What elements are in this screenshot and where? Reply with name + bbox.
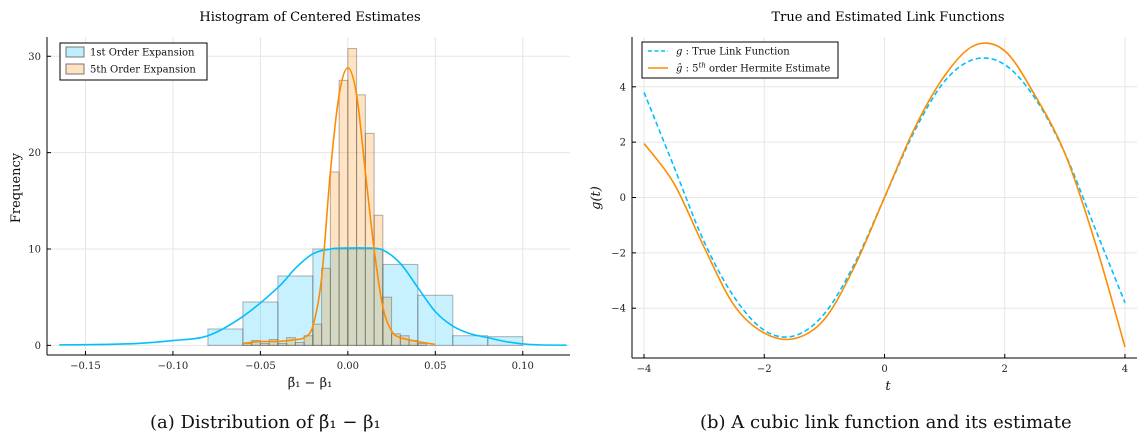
histogram-bar [312, 323, 323, 346]
histogram-bar [347, 48, 358, 346]
x-tick-label: 0.10 [512, 361, 534, 372]
x-tick-label: 2 [1002, 364, 1008, 375]
histogram-bars [207, 48, 524, 346]
x-tick-label: −0.05 [245, 361, 276, 372]
x-tick-label: −0.10 [158, 361, 189, 372]
legend-label: ĝ : 5th order Hermite Estimate [676, 62, 830, 75]
histogram-bar [399, 335, 410, 346]
y-tick-label: 0 [620, 193, 626, 204]
x-tick-label: 0 [881, 364, 887, 375]
histogram-title: Histogram of Centered Estimates [199, 10, 420, 25]
x-tick-label: 4 [1122, 364, 1128, 375]
y-tick-label: 0 [35, 341, 41, 352]
histogram-y-label: Frequency [9, 152, 24, 223]
histogram-bar [321, 267, 331, 346]
y-tick-label: 30 [28, 52, 41, 63]
link-function-lines [643, 42, 1126, 348]
caption-b: (b) A cubic link function and its estima… [700, 412, 1072, 433]
histogram-bar [277, 342, 288, 346]
histogram-bar [259, 342, 270, 346]
y-tick-label: 10 [28, 245, 41, 256]
histogram-bar [268, 339, 279, 346]
histogram-bar [364, 132, 375, 346]
histogram-bar [286, 337, 296, 346]
histogram-grid [47, 37, 570, 355]
histogram-tick-labels: −0.15 −0.10 −0.05 0.00 0.05 0.10 0 10 20 30 [28, 52, 534, 372]
legend-label: 1st Order Expansion [90, 48, 195, 59]
y-tick-label: −2 [611, 248, 626, 259]
histogram-bar [356, 94, 366, 346]
x-tick-label: −2 [757, 364, 772, 375]
x-tick-label: −0.15 [70, 361, 101, 372]
histogram-bar [277, 275, 314, 346]
histogram-legend: 1st Order Expansion 5th Order Expansion [59, 42, 208, 81]
histogram-panel: Histogram of Centered Estimates −0.15 −0.… [9, 10, 570, 391]
link-function-legend: g : True Link Function ĝ : 5th order Herm… [641, 41, 839, 79]
series-line [643, 42, 1126, 348]
kde-line [59, 247, 567, 346]
link-function-title: True and Estimated Link Functions [771, 10, 1004, 25]
link-function-tick-labels: −4 −2 0 2 4 −4 −2 0 2 4 [611, 82, 1128, 375]
x-tick-label: 0.05 [424, 361, 446, 372]
histogram-bar [452, 335, 489, 346]
histogram-bar [391, 333, 401, 346]
legend-label: g : True Link Function [676, 47, 790, 58]
histogram-bar [242, 301, 279, 346]
y-tick-label: 2 [620, 138, 626, 149]
x-tick-label: −4 [637, 364, 652, 375]
legend-swatch [65, 46, 85, 58]
histogram-bar [329, 171, 340, 346]
legend-box [641, 41, 839, 79]
kde-line [242, 67, 436, 346]
y-tick-label: −4 [611, 304, 626, 315]
histogram-x-label: β̃₁ − β₁ [288, 376, 333, 391]
histogram-bar [294, 341, 305, 346]
histogram-kde-lines [59, 67, 567, 346]
legend-swatch [65, 63, 85, 75]
link-function-panel: True and Estimated Link Functions −4 −2 0 2… [589, 10, 1137, 394]
caption-a: (a) Distribution of β̃₁ − β₁ [150, 412, 381, 433]
histogram-axes [46, 37, 570, 356]
histogram-bar [338, 79, 349, 346]
histogram-bar [417, 294, 454, 346]
link-function-x-label: t [885, 379, 891, 394]
y-tick-label: 4 [620, 82, 626, 93]
link-function-grid [632, 37, 1137, 358]
link-function-axes [631, 37, 1137, 359]
x-tick-label: 0.00 [337, 361, 359, 372]
legend-label: 5th Order Expansion [90, 65, 196, 76]
link-function-y-label: g(t) [589, 186, 604, 210]
y-tick-label: 20 [28, 148, 41, 159]
histogram-bar [417, 342, 428, 346]
histogram-bar [207, 328, 244, 346]
